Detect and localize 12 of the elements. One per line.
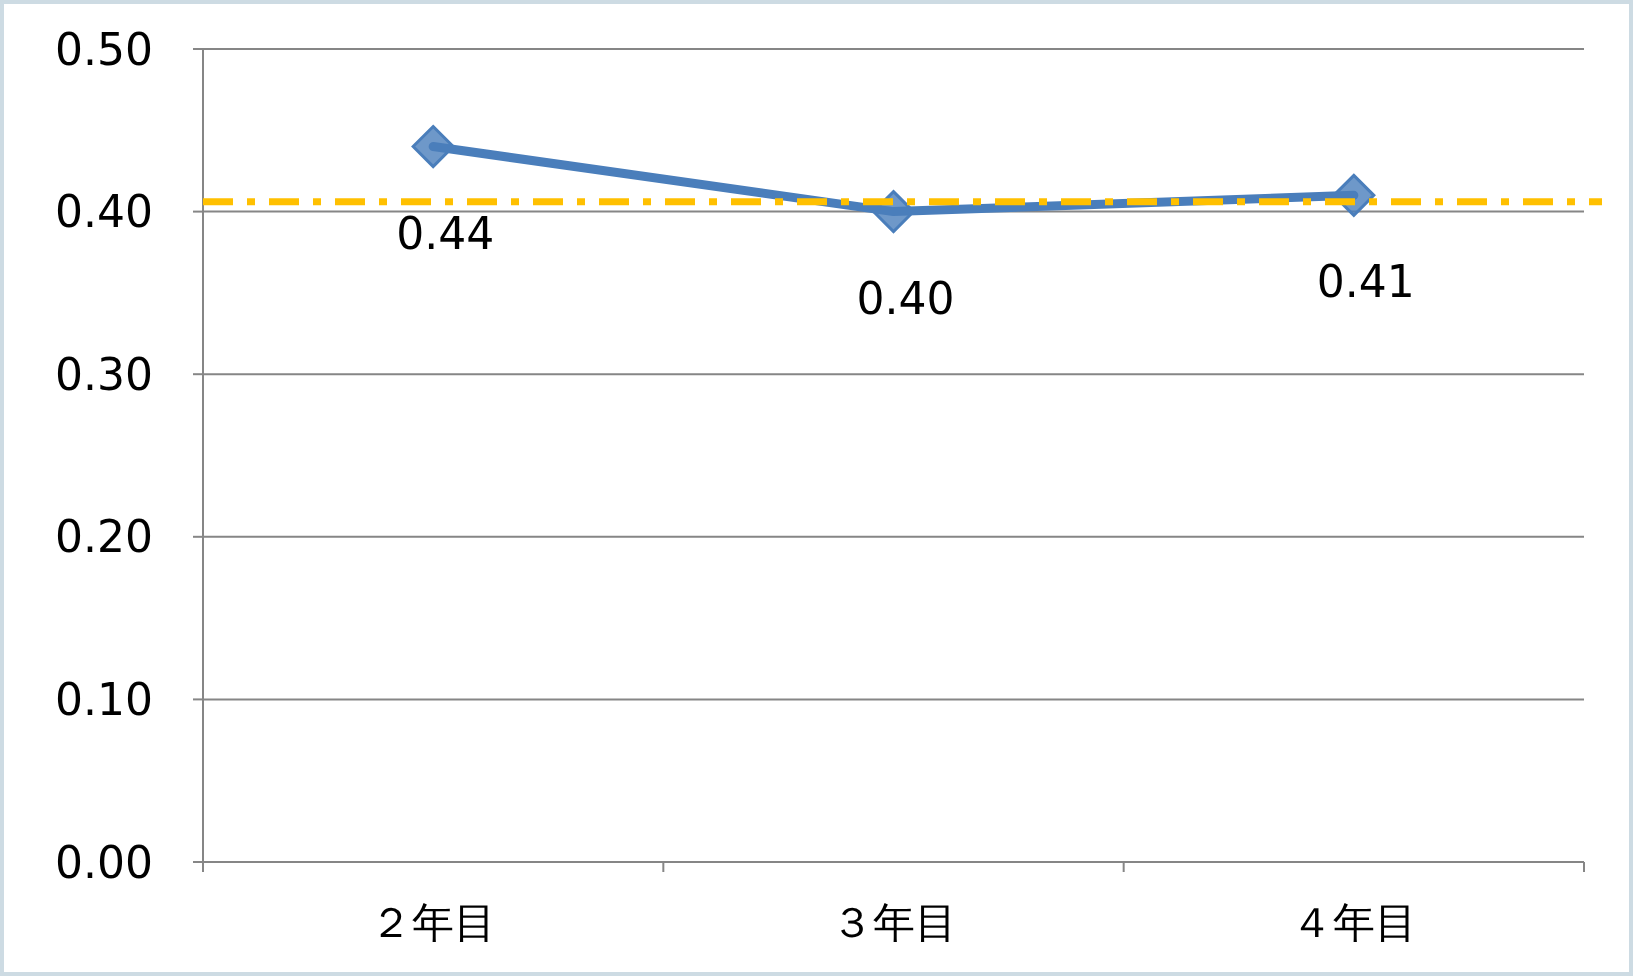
data-label: 0.44 [396, 207, 495, 259]
y-tick-label: 0.00 [55, 836, 153, 888]
y-tick-label: 0.10 [55, 673, 153, 725]
y-tick-label: 0.20 [55, 511, 153, 563]
data-label: 0.40 [856, 272, 955, 324]
y-tick-label: 0.50 [55, 23, 153, 75]
y-tick-label: 0.40 [55, 186, 153, 238]
x-tick-label: ２年目 [370, 898, 497, 947]
x-tick-label: ３年目 [830, 898, 957, 947]
x-tick-label: ４年目 [1290, 898, 1417, 947]
y-tick-label: 0.30 [55, 348, 153, 400]
data-label: 0.41 [1316, 256, 1415, 308]
